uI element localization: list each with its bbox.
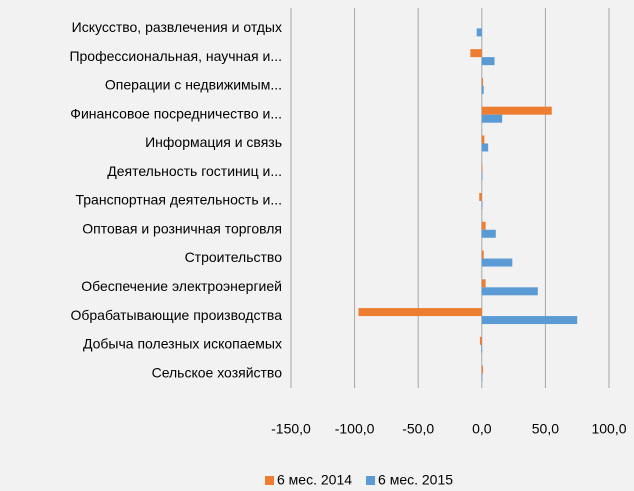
bar <box>481 279 486 288</box>
bar <box>481 135 485 144</box>
y-tick-label: Обеспечение электроэнергией <box>81 278 282 294</box>
y-tick-label: Строительство <box>185 249 283 265</box>
x-tick-label: -50,0 <box>402 421 434 437</box>
bar <box>481 201 483 209</box>
bar <box>479 336 482 345</box>
legend-swatch <box>265 476 274 485</box>
bar <box>481 221 486 230</box>
x-tick-label: 50,0 <box>532 421 559 437</box>
y-tick-label: Добыча полезных ископаемых <box>83 336 282 352</box>
y-tick-label: Оптовая и розничная торговля <box>82 220 282 236</box>
bar <box>481 85 484 94</box>
bar <box>481 106 552 115</box>
y-tick-label: Транспортная деятельность и... <box>76 192 283 208</box>
bar <box>481 250 484 259</box>
bar <box>481 373 483 382</box>
y-tick-label: Операции с недвижимым... <box>105 77 282 93</box>
y-tick-label: Информация и связь <box>145 134 282 150</box>
bar <box>481 287 538 296</box>
bar <box>481 229 496 238</box>
bar <box>481 172 483 181</box>
bar <box>481 316 578 325</box>
x-tick-label: -100,0 <box>335 421 375 437</box>
x-tick-label: -150,0 <box>271 421 311 437</box>
bar <box>470 49 482 58</box>
bar <box>481 365 484 374</box>
bar <box>481 77 484 86</box>
bar <box>481 143 489 152</box>
x-tick-label: 100,0 <box>591 421 626 437</box>
legend-label: 6 мес. 2015 <box>378 472 453 488</box>
y-tick-label: Сельское хозяйство <box>152 364 283 380</box>
bar <box>481 258 513 267</box>
bar <box>481 57 495 66</box>
legend-swatch <box>366 476 376 485</box>
bar <box>358 308 482 317</box>
y-tick-label: Обрабатывающие производства <box>70 307 282 323</box>
y-tick-label: Искусство, развлечения и отдых <box>72 19 282 35</box>
bar <box>481 114 503 123</box>
y-tick-label: Деятельность гостиниц и... <box>107 163 282 179</box>
bar <box>476 28 482 37</box>
y-tick-label: Профессиональная, научная и... <box>69 48 282 64</box>
x-tick-label: 0,0 <box>472 421 492 437</box>
y-tick-label: Финансовое посредничество и... <box>70 105 282 121</box>
legend-label: 6 мес. 2014 <box>277 472 352 488</box>
bar <box>481 344 482 353</box>
bar <box>481 164 483 173</box>
bar <box>479 193 482 201</box>
